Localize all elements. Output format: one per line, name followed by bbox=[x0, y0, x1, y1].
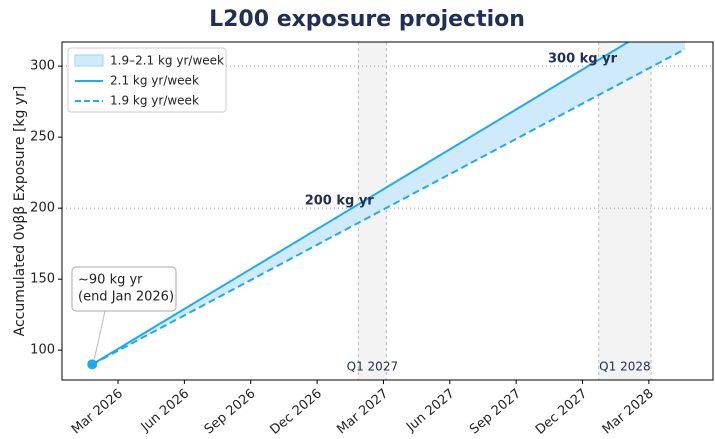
x-tick-label: Sep 2026 bbox=[202, 386, 259, 437]
x-tick-label: Mar 2027 bbox=[334, 386, 391, 437]
annotation: 200 kg yr bbox=[305, 194, 375, 209]
plot-area bbox=[62, 42, 713, 380]
band bbox=[92, 42, 685, 365]
legend-label: 1.9–2.1 kg yr/week bbox=[110, 54, 224, 68]
legend: 1.9–2.1 kg yr/week 2.1 kg yr/week 1.9 kg y… bbox=[67, 47, 227, 113]
annotation-text: ~90 kg yr bbox=[78, 273, 143, 288]
annotation-text: (end Jan 2026) bbox=[78, 290, 174, 305]
y-axis-label: Accumulated 0νββ Exposure [kg yr] bbox=[12, 86, 28, 337]
chart-title: L200 exposure projection bbox=[209, 7, 525, 32]
series-line bbox=[91, 42, 631, 366]
x-tick-label: Sep 2027 bbox=[467, 386, 524, 437]
start-point bbox=[87, 359, 98, 370]
annotation: 300 kg yr bbox=[548, 52, 618, 67]
y-tick-label: 250 bbox=[30, 130, 55, 145]
x-tick-label: Mar 2028 bbox=[600, 386, 657, 437]
y-tick-label: 200 bbox=[30, 201, 55, 216]
series-line bbox=[91, 48, 686, 366]
quarter-label: Q1 2028 bbox=[599, 360, 650, 374]
legend-box bbox=[67, 47, 227, 113]
x-tick-label: Dec 2026 bbox=[267, 386, 324, 438]
annotation-box bbox=[71, 266, 177, 312]
quarter-label: Q1 2027 bbox=[347, 360, 398, 374]
legend-swatch bbox=[74, 54, 104, 67]
quarter-shade bbox=[598, 42, 652, 380]
plot-frame bbox=[61, 41, 714, 381]
legend-label: 1.9 kg yr/week bbox=[110, 94, 199, 108]
y-tick-label: 150 bbox=[30, 272, 55, 287]
legend-label: 2.1 kg yr/week bbox=[110, 74, 199, 88]
annotation-arrow bbox=[93, 310, 106, 360]
x-tick-label: Jun 2026 bbox=[138, 386, 192, 435]
x-tick-label: Jun 2027 bbox=[403, 386, 457, 435]
y-tick-label: 300 bbox=[30, 59, 55, 74]
y-tick-label: 100 bbox=[30, 343, 55, 358]
x-tick-label: Mar 2026 bbox=[69, 386, 126, 437]
x-tick-label: Dec 2027 bbox=[533, 386, 590, 438]
